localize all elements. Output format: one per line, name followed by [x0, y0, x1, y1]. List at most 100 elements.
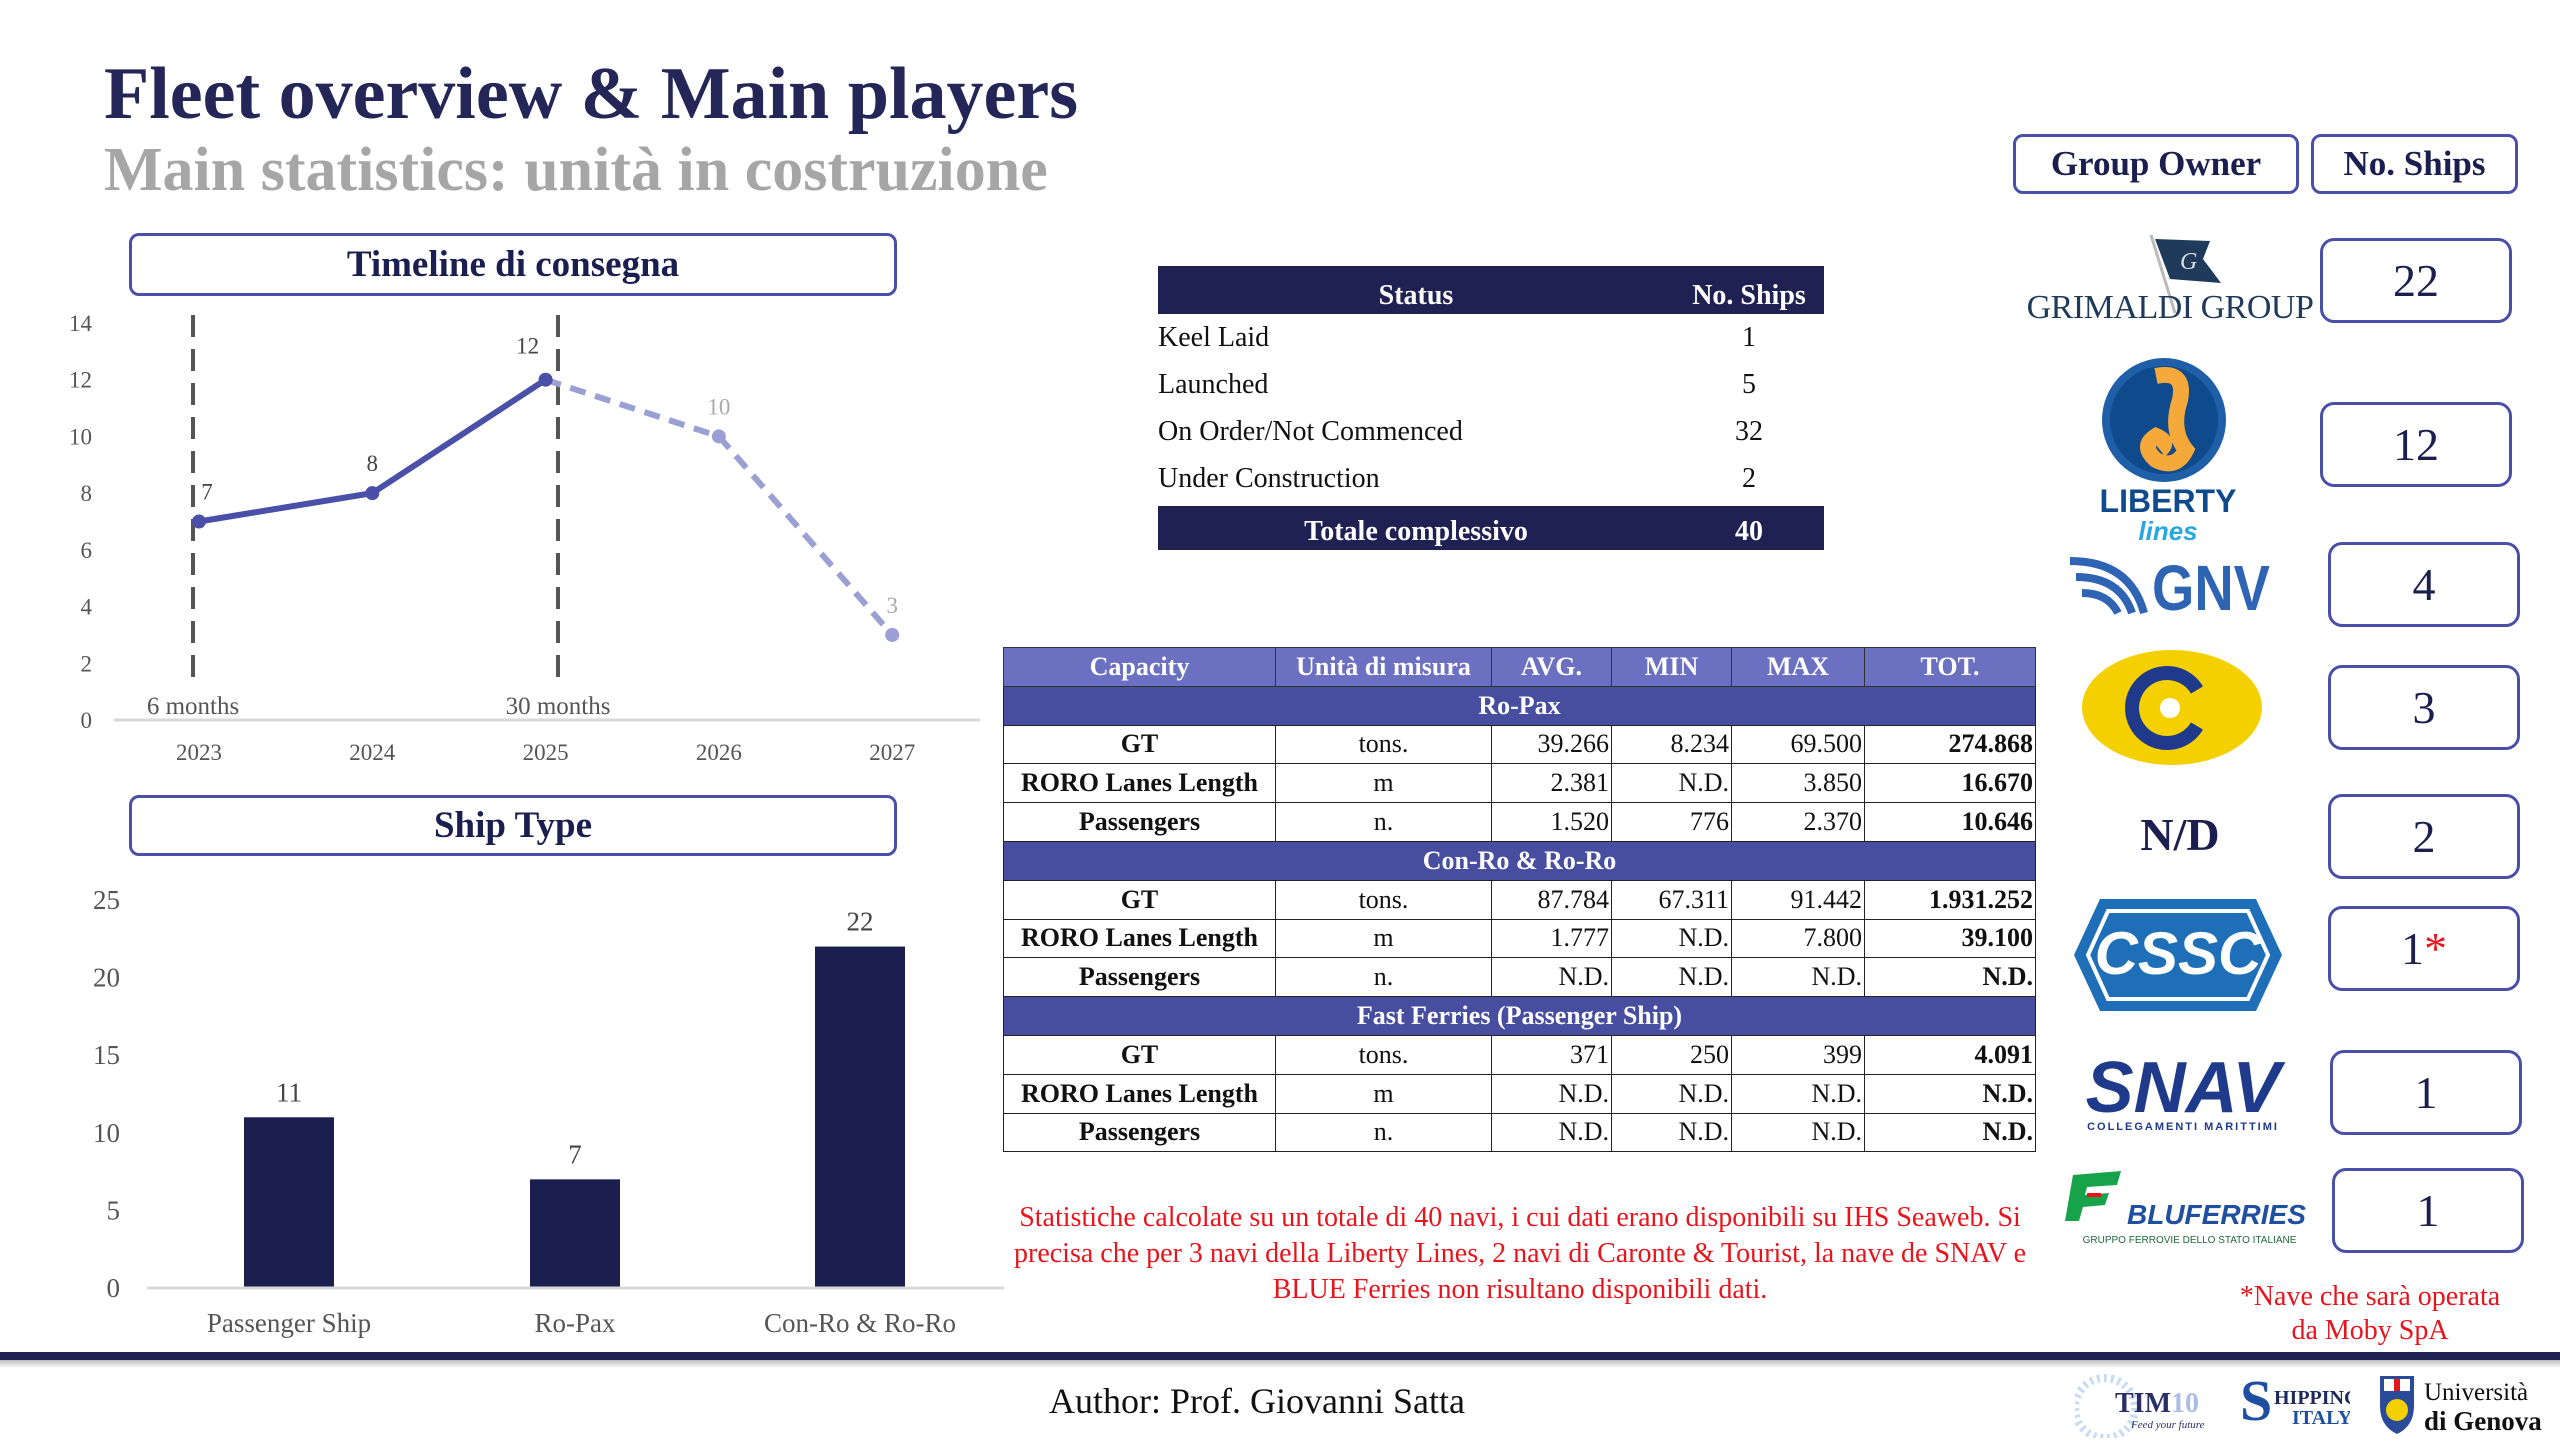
capacity-cell: 16.670: [1864, 763, 2036, 804]
capacity-cell: 69.500: [1731, 724, 1865, 765]
y-tick-label: 10: [93, 1118, 120, 1148]
capacity-cell: n.: [1275, 957, 1492, 998]
owner-nd-label: N/D: [2140, 809, 2220, 860]
status-label: Keel Laid: [1158, 321, 1270, 353]
bar-value-label: 22: [847, 907, 874, 937]
grimaldi-logo: G GRIMALDI GROUP: [2025, 229, 2315, 329]
capacity-cell: m: [1275, 1073, 1492, 1114]
page-title: Fleet overview & Main players: [104, 53, 1079, 135]
status-count: 5: [1742, 368, 1756, 400]
bar: [244, 1117, 334, 1288]
data-point: [192, 514, 206, 529]
milestone-label: 30 months: [506, 693, 611, 720]
header-no-ships: No. Ships: [1692, 280, 1806, 311]
ship-count-value: 1: [2416, 1185, 2440, 1236]
capacity-cell: 67.311: [1611, 879, 1732, 920]
timeline-title-box: Timeline di consegna: [129, 233, 897, 296]
data-label: 8: [367, 451, 379, 476]
gnv-logo: GNV: [2070, 552, 2280, 624]
status-row: On Order/Not Commenced 32: [1158, 408, 1824, 455]
owner-ship-count: 2: [2328, 794, 2520, 879]
capacity-row: GT tons. 371 250 399 4.091: [1003, 1034, 2036, 1075]
owner-ship-count: 4: [2328, 542, 2520, 627]
capacity-cell: 2.381: [1491, 763, 1612, 804]
capacity-cell: 87.784: [1491, 879, 1612, 920]
category-label: Con-Ro & Ro-Ro: [764, 1308, 956, 1338]
category-label: Passenger Ship: [207, 1308, 371, 1338]
ship-count-value: 2: [2412, 811, 2436, 862]
svg-text:TIM10: TIM10: [2115, 1388, 2199, 1419]
capacity-table: Capacity Unità di misura AVG. MIN MAX TOT. Ro-…: [1003, 647, 2036, 1153]
bar-value-label: 11: [276, 1077, 302, 1107]
capacity-cell: RORO Lanes Length: [1003, 918, 1276, 959]
data-point: [711, 429, 726, 444]
capacity-cell: tons.: [1275, 724, 1492, 765]
capacity-header-row: Capacity Unità di misura AVG. MIN MAX TOT.: [1003, 647, 2036, 687]
bluferries-logo-text: BLUFERRIES: [2127, 1199, 2306, 1230]
svg-text:di Genova: di Genova: [2424, 1406, 2542, 1436]
bluferries-logo-sub: GRUPPO FERROVIE DELLO STATO ITALIANE: [2082, 1235, 2297, 1246]
status-row: Launched 5: [1158, 361, 1824, 408]
data-label: 12: [516, 334, 539, 359]
capacity-cell: n.: [1275, 1112, 1492, 1153]
capacity-cell: 399: [1731, 1034, 1865, 1075]
ship-count-value: 12: [2393, 419, 2439, 470]
capacity-cell: 7.800: [1731, 918, 1865, 959]
capacity-header: Unità di misura: [1275, 647, 1492, 687]
bar: [530, 1179, 620, 1288]
unige-logo: Università di Genova: [2378, 1370, 2560, 1438]
owner-ship-count: 12: [2320, 402, 2512, 487]
owner-ship-count: 1: [2332, 1168, 2524, 1253]
capacity-cell: N.D.: [1864, 957, 2036, 998]
author-label: Author: Prof. Giovanni Satta: [1049, 1381, 1465, 1421]
snav-logo-text: SNAV: [2085, 1048, 2281, 1128]
capacity-header: Capacity: [1003, 647, 1276, 687]
section-label: Fast Ferries (Passenger Ship): [1003, 996, 2036, 1036]
status-label: On Order/Not Commenced: [1158, 415, 1463, 447]
capacity-row: RORO Lanes Length m N.D. N.D. N.D. N.D.: [1003, 1073, 2036, 1114]
capacity-cell: N.D.: [1611, 1073, 1732, 1114]
data-point: [538, 372, 553, 387]
moby-footnote: *Nave che sarà operata da Moby SpA: [2200, 1280, 2540, 1348]
total-value: 40: [1735, 516, 1763, 547]
capacity-cell: 250: [1611, 1034, 1732, 1075]
capacity-cell: N.D.: [1611, 957, 1732, 998]
x-tick-label: 2027: [869, 740, 915, 765]
capacity-cell: 10.646: [1864, 802, 2036, 842]
capacity-header: MAX: [1731, 647, 1865, 687]
x-tick-label: 2024: [349, 740, 396, 765]
y-tick-label: 8: [81, 481, 93, 506]
capacity-cell: tons.: [1275, 1034, 1492, 1075]
capacity-row: Passengers n. N.D. N.D. N.D. N.D.: [1003, 1112, 2036, 1153]
capacity-cell: N.D.: [1864, 1073, 2036, 1114]
footnote-line-1: *Nave che sarà operata: [2239, 1281, 2501, 1312]
data-label: 10: [707, 394, 730, 419]
timeline-line-chart: 0 2 4 6 8 10 12 14 2023 2024 2025 2026 2027 6 months 3…: [69, 311, 980, 765]
bluferries-logo: BLUFERRIES GRUPPO FERROVIE DELLO STATO I…: [2057, 1165, 2322, 1251]
status-row: Under Construction 2: [1158, 455, 1824, 502]
y-tick-label: 0: [81, 708, 93, 733]
capacity-cell: N.D.: [1491, 1112, 1612, 1153]
capacity-cell: 274.868: [1864, 724, 2036, 765]
y-tick-label: 2: [81, 651, 93, 676]
capacity-row: Passengers n. 1.520 776 2.370 10.646: [1003, 802, 2036, 842]
tim10-logo: TIM10 Feed your future: [2071, 1368, 2225, 1442]
capacity-cell: N.D.: [1731, 1112, 1865, 1153]
category-label: Ro-Pax: [535, 1308, 617, 1338]
header-status: Status: [1378, 280, 1454, 311]
svg-text:Università: Università: [2424, 1379, 2528, 1406]
capacity-header: MIN: [1611, 647, 1732, 687]
capacity-row: RORO Lanes Length m 1.777 N.D. 7.800 39.100: [1003, 918, 2036, 959]
header-group-owner: Group Owner: [2013, 134, 2299, 194]
owner-ship-count: 1 *: [2328, 906, 2520, 991]
grimaldi-logo-text: GRIMALDI GROUP: [2026, 289, 2314, 326]
liberty-logo-text: LIBERTY: [2099, 483, 2237, 519]
data-point: [885, 627, 900, 642]
capacity-cell: GT: [1003, 879, 1276, 920]
capacity-cell: 1.520: [1491, 802, 1612, 842]
section-label: Con-Ro & Ro-Ro: [1003, 840, 2036, 881]
capacity-cell: tons.: [1275, 879, 1492, 920]
y-tick-label: 15: [93, 1040, 120, 1070]
svg-text:S: S: [2240, 1368, 2272, 1433]
shipping-italy-logo: SHIPPINGITALY: [2240, 1368, 2360, 1438]
